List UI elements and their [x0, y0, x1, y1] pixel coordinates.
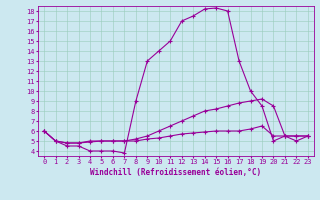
X-axis label: Windchill (Refroidissement éolien,°C): Windchill (Refroidissement éolien,°C)	[91, 168, 261, 177]
